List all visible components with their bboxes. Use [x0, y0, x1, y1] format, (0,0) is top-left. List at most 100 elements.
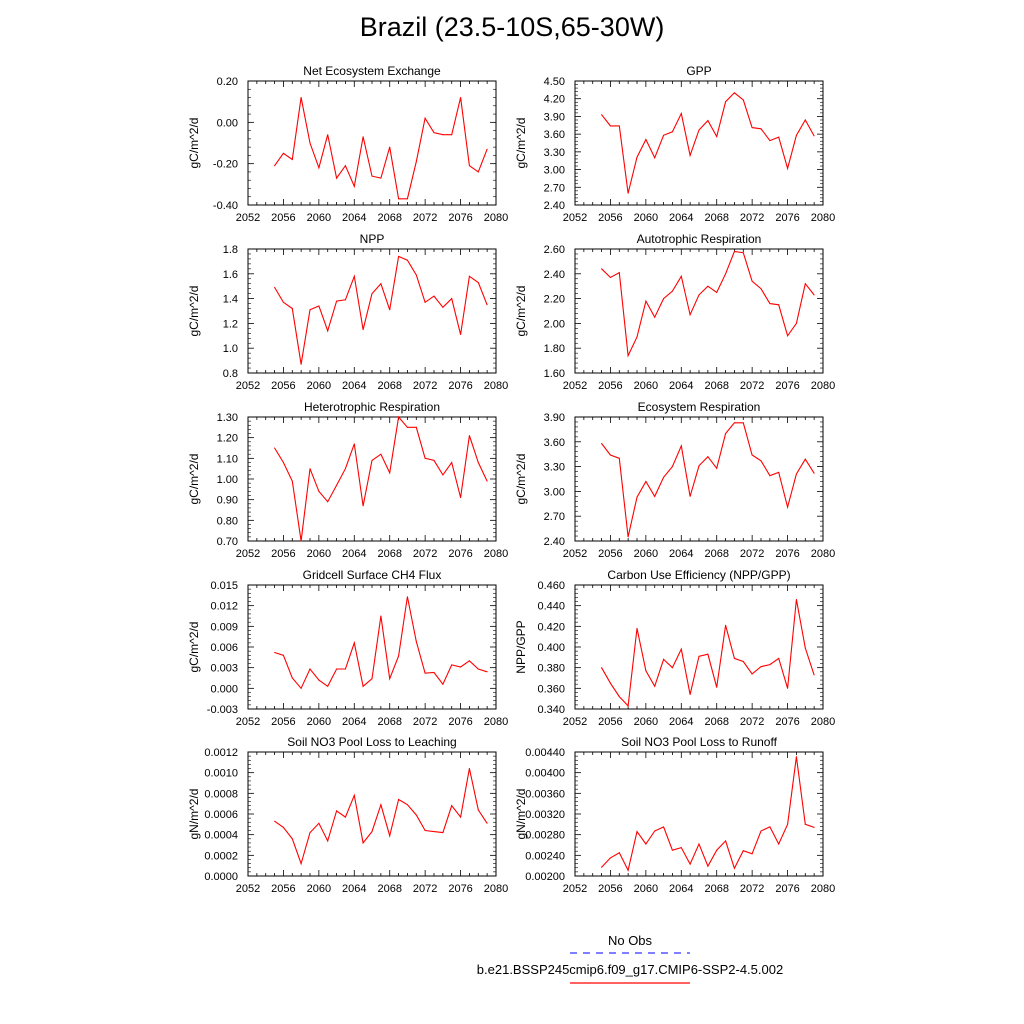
x-tick-label: 2080	[811, 883, 835, 895]
y-tick-label: 0.80	[217, 515, 238, 527]
data-point	[760, 830, 762, 832]
data-point	[327, 134, 329, 136]
data-point	[433, 831, 435, 833]
data-point	[353, 185, 355, 187]
chart-net-ecosystem-exchange: 2052 2056 2060 2064 2068 2072 2076 2080 -0.40 -0.…	[187, 64, 508, 224]
data-point	[362, 136, 364, 138]
chart-ecosystem-respiration: 2052 2056 2060 2064 2068 2072 2076 2080 2.40 2.70…	[514, 400, 835, 560]
data-point	[424, 117, 426, 119]
data-point	[300, 863, 302, 865]
data-point	[663, 476, 665, 478]
data-point	[336, 668, 338, 670]
data-point	[282, 461, 284, 463]
data-point	[707, 865, 709, 867]
y-tick-label: 0.00280	[525, 830, 565, 842]
data-point	[813, 674, 815, 676]
x-tick-label: 2056	[271, 548, 295, 560]
y-tick-label: 2.70	[544, 511, 565, 523]
data-point	[725, 273, 727, 275]
data-point	[601, 667, 603, 669]
data-point	[291, 308, 293, 310]
y-tick-label: 2.70	[544, 182, 565, 194]
data-point	[344, 668, 346, 670]
chart-title: Heterotrophic Respiration	[304, 400, 440, 414]
data-point	[645, 480, 647, 482]
x-tick-label: 2076	[448, 716, 472, 728]
data-point	[398, 198, 400, 200]
data-point	[415, 426, 417, 428]
x-tick-label: 2056	[598, 380, 622, 392]
y-tick-label: 3.00	[544, 165, 565, 177]
data-point	[318, 679, 320, 681]
data-point	[327, 840, 329, 842]
y-tick-label: 0.00440	[525, 747, 565, 759]
x-tick-label: 2060	[634, 716, 658, 728]
data-point	[309, 142, 311, 144]
data-point	[451, 664, 453, 666]
data-point	[645, 670, 647, 672]
plot-frame	[574, 416, 824, 542]
y-tick-label: 0.00200	[525, 871, 565, 883]
y-tick-label: 1.0	[223, 343, 238, 355]
data-point	[389, 309, 391, 311]
y-tick-label: 0.90	[217, 495, 238, 507]
x-tick-label: 2056	[271, 716, 295, 728]
y-tick-label: -0.40	[213, 200, 238, 212]
data-point	[795, 322, 797, 324]
data-point	[689, 154, 691, 156]
chart-title: Net Ecosystem Exchange	[303, 64, 441, 78]
plot-frame	[247, 584, 497, 710]
data-point	[344, 816, 346, 818]
x-tick-label: 2064	[669, 883, 693, 895]
x-tick-label: 2056	[271, 380, 295, 392]
y-tick-label: 1.2	[223, 318, 238, 330]
y-tick-label: 0.00360	[525, 788, 565, 800]
plot-frame	[574, 584, 824, 710]
x-tick-label: 2072	[413, 212, 437, 224]
data-point	[795, 134, 797, 136]
y-tick-label: 2.20	[544, 294, 565, 306]
x-tick-label: 2068	[377, 716, 401, 728]
x-tick-label: 2068	[377, 380, 401, 392]
data-point	[742, 99, 744, 101]
x-tick-label: 2076	[448, 212, 472, 224]
series-line-net-ecosystem-exchange	[274, 97, 488, 200]
data-point	[627, 192, 629, 194]
data-point	[398, 655, 400, 657]
series-line-carbon-use-efficiency-npp-gpp	[601, 599, 815, 708]
data-point	[371, 831, 373, 833]
x-tick-label: 2072	[740, 716, 764, 728]
data-point	[725, 433, 727, 435]
x-tick-label: 2064	[669, 548, 693, 560]
data-point	[282, 301, 284, 303]
data-point	[698, 843, 700, 845]
data-point	[451, 461, 453, 463]
chart-title: GPP	[686, 64, 711, 78]
data-point	[380, 177, 382, 179]
data-point	[769, 475, 771, 477]
x-tick-label: 2080	[811, 212, 835, 224]
data-point	[460, 816, 462, 818]
data-point	[327, 330, 329, 332]
x-tick-label: 2080	[811, 380, 835, 392]
data-point	[787, 687, 789, 689]
data-point	[380, 453, 382, 455]
data-point	[778, 843, 780, 845]
data-point	[309, 668, 311, 670]
data-point	[415, 640, 417, 642]
x-tick-label: 2064	[342, 212, 366, 224]
data-point	[477, 809, 479, 811]
y-tick-label: 0.20	[217, 76, 238, 88]
data-point	[804, 647, 806, 649]
plot-frame	[247, 416, 497, 542]
data-point	[680, 648, 682, 650]
data-point	[398, 799, 400, 801]
series-line-soil-no3-pool-loss-to-leaching	[274, 768, 488, 866]
data-point	[398, 416, 400, 418]
data-point	[689, 495, 691, 497]
data-point	[282, 654, 284, 656]
x-tick-label: 2068	[377, 883, 401, 895]
x-tick-label: 2052	[563, 716, 587, 728]
data-point	[671, 290, 673, 292]
data-point	[274, 447, 276, 449]
